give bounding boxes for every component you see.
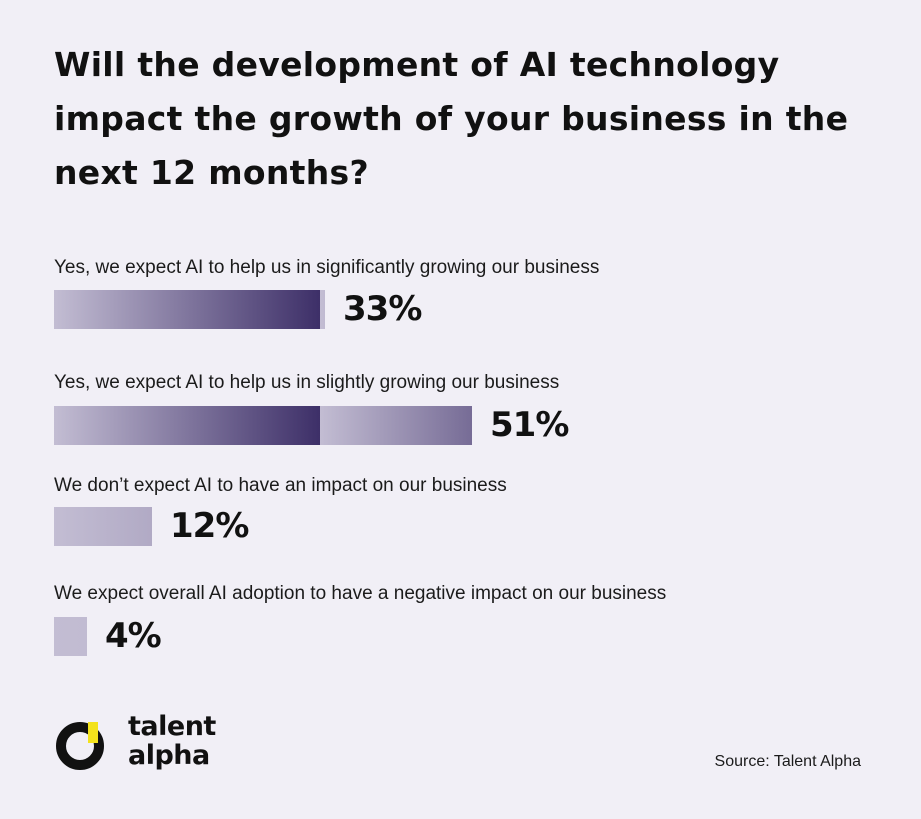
value-label: 33% bbox=[343, 289, 422, 329]
logo-line-1: talent bbox=[128, 711, 216, 742]
category-label: Yes, we expect AI to help us in slightly… bbox=[54, 372, 560, 393]
bar bbox=[54, 617, 87, 656]
value-label: 51% bbox=[490, 405, 569, 445]
chart-title: Will the development of AI technology im… bbox=[54, 45, 849, 192]
logo-wordmark: talent alpha bbox=[128, 712, 216, 770]
bar bbox=[54, 507, 152, 546]
value-label: 4% bbox=[105, 616, 162, 656]
category-label: Yes, we expect AI to help us in signific… bbox=[54, 257, 600, 278]
talent-alpha-logo: talent alpha bbox=[54, 712, 234, 776]
talent-alpha-logo-icon bbox=[56, 722, 104, 770]
bar bbox=[54, 290, 325, 329]
source-note: Source: Talent Alpha bbox=[714, 753, 861, 770]
logo-line-2: alpha bbox=[128, 740, 210, 771]
bar bbox=[54, 406, 472, 445]
value-label: 12% bbox=[170, 506, 249, 546]
category-label: We expect overall AI adoption to have a … bbox=[54, 583, 667, 604]
category-label: We don’t expect AI to have an impact on … bbox=[54, 475, 507, 496]
